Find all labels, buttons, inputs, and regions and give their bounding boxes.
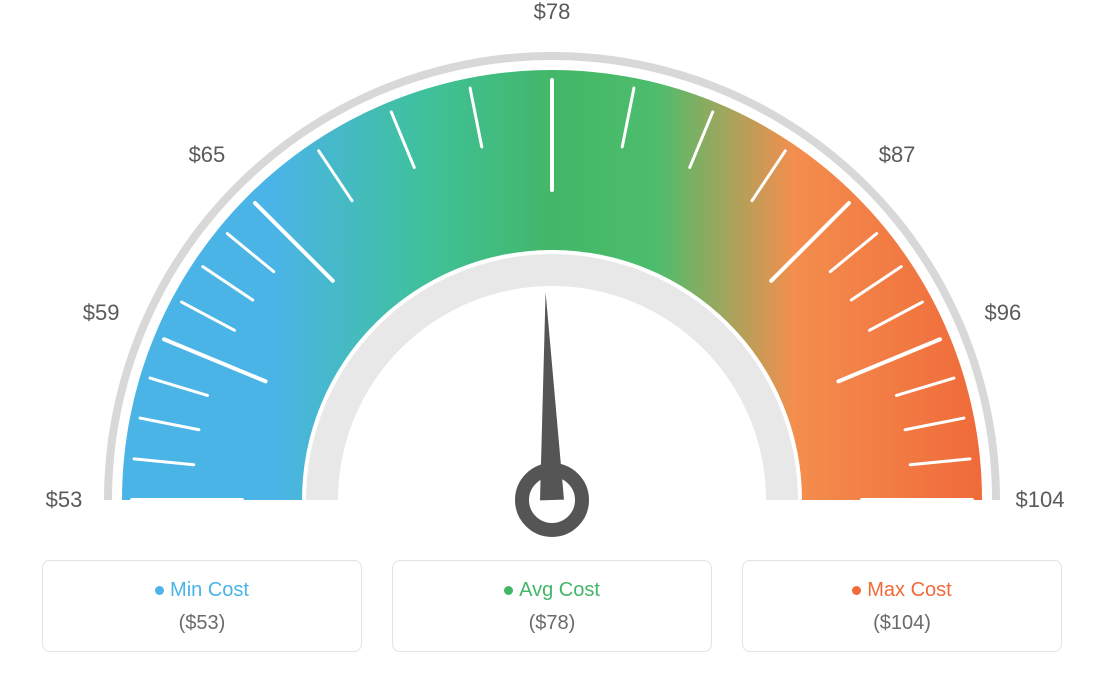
- gauge-tick-label: $104: [1016, 487, 1065, 513]
- gauge-chart: $53 $59 $65 $78 $87 $96 $104: [0, 0, 1104, 560]
- gauge-tick-label: $65: [189, 142, 226, 168]
- gauge-tick-label: $59: [83, 300, 120, 326]
- legend-avg-dot: [504, 586, 513, 595]
- legend-card-avg: Avg Cost ($78): [392, 560, 712, 652]
- gauge-tick-label: $87: [879, 142, 916, 168]
- legend-max-label: Max Cost: [867, 579, 951, 601]
- legend-min-dot: [155, 586, 164, 595]
- legend-max-value: ($104): [743, 612, 1061, 635]
- gauge-tick-label: $53: [46, 487, 83, 513]
- legend-min-title: Min Cost: [43, 579, 361, 602]
- legend-max-title: Max Cost: [743, 579, 1061, 602]
- legend-avg-value: ($78): [393, 612, 711, 635]
- legend-max-dot: [852, 586, 861, 595]
- gauge-svg: [0, 0, 1104, 560]
- legend-avg-label: Avg Cost: [519, 579, 600, 601]
- legend-card-min: Min Cost ($53): [42, 560, 362, 652]
- legend-min-value: ($53): [43, 612, 361, 635]
- gauge-tick-label: $78: [534, 0, 571, 25]
- legend-row: Min Cost ($53) Avg Cost ($78) Max Cost (…: [0, 560, 1104, 652]
- gauge-tick-label: $96: [984, 300, 1021, 326]
- legend-card-max: Max Cost ($104): [742, 560, 1062, 652]
- legend-min-label: Min Cost: [170, 579, 249, 601]
- legend-avg-title: Avg Cost: [393, 579, 711, 602]
